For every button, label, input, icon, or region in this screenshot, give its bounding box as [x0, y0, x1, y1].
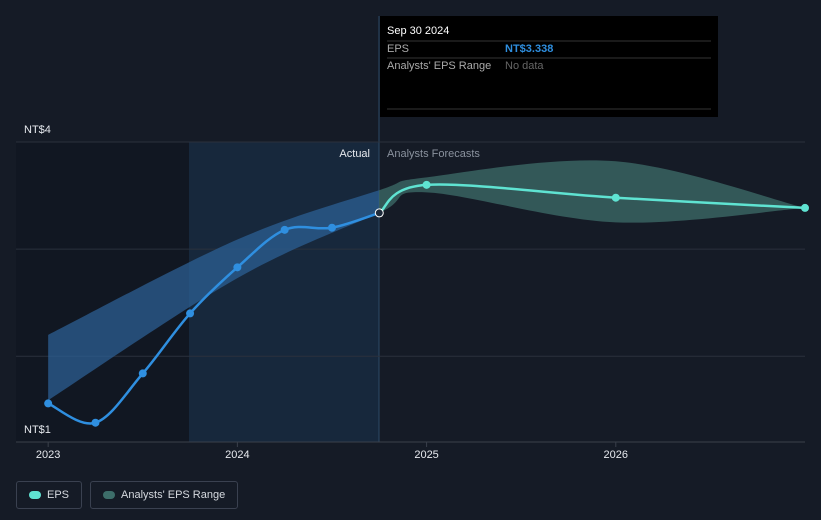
eps-point [280, 225, 289, 234]
legend-label: EPS [47, 489, 70, 501]
eps-point [233, 263, 242, 272]
actual-label: Actual [339, 148, 370, 160]
x-tick-label: 2025 [414, 449, 438, 461]
eps-point [801, 203, 809, 212]
tooltip-eps-label: EPS [387, 43, 409, 55]
forecast-label: Analysts Forecasts [387, 148, 480, 160]
tooltip-range-value: No data [505, 60, 544, 72]
y-tick-label: NT$1 [24, 424, 51, 436]
tooltip-eps-value: NT$3.338 [505, 43, 553, 55]
y-tick-label: NT$4 [24, 124, 51, 136]
range-area-actual [48, 190, 379, 401]
x-tick-label: 2024 [225, 449, 249, 461]
x-tick-label: 2026 [604, 449, 628, 461]
legend: EPS Analysts' EPS Range [16, 481, 239, 509]
tooltip-range-label: Analysts' EPS Range [387, 60, 491, 72]
tooltip-box [380, 16, 718, 117]
legend-label: Analysts' EPS Range [121, 489, 226, 501]
eps-point [138, 369, 147, 378]
eps-point [374, 208, 384, 218]
legend-eps[interactable]: EPS [16, 481, 83, 509]
tooltip-date: Sep 30 2024 [387, 25, 449, 37]
last-year-region [189, 142, 379, 442]
eps-point [422, 180, 431, 189]
legend-swatch [103, 491, 116, 499]
x-tick-label: 2023 [36, 449, 60, 461]
tooltip: Sep 30 2024 EPS NT$3.338 Analysts' EPS R… [380, 16, 718, 117]
eps-line-actual [47, 211, 380, 425]
eps-point [44, 399, 53, 408]
legend-range[interactable]: Analysts' EPS Range [90, 481, 239, 509]
eps-line-forecast [378, 183, 806, 215]
eps-point [186, 309, 195, 318]
legend-swatch [29, 491, 41, 499]
eps-point [91, 418, 100, 427]
chart: Actual Analysts Forecasts NT$4 NT$1 2023 20… [16, 16, 809, 461]
eps-point [327, 223, 336, 232]
eps-point [611, 193, 620, 202]
range-area-forecast [379, 160, 805, 223]
